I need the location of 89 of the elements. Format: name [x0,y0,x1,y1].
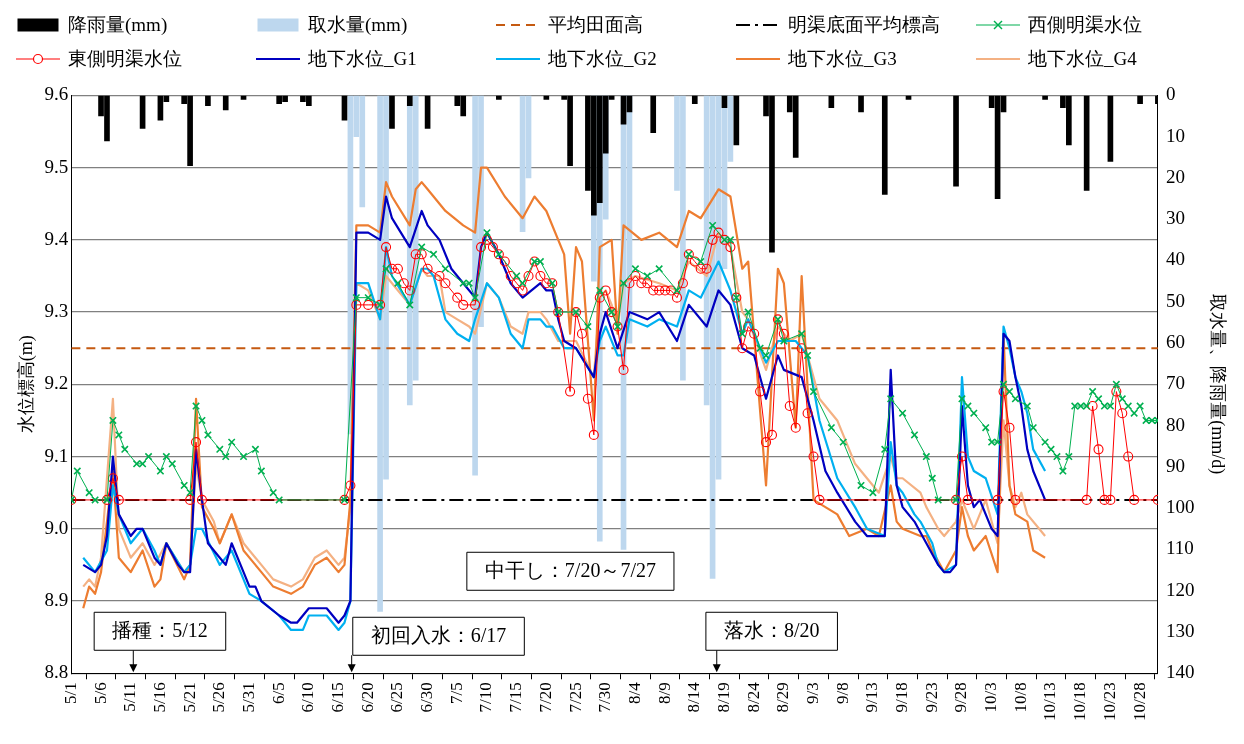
bar [496,95,502,100]
bar [858,95,864,113]
x-tick-label: 10/23 [1099,682,1119,722]
x-tick-label: 10/28 [1129,682,1149,722]
bar [881,95,888,195]
y2-tick-label: 120 [1165,578,1195,600]
y-tick-label: 9.3 [44,300,69,322]
y2-tick-label: 20 [1165,165,1185,187]
legend-label: 明渠底面平均標高 [788,13,940,37]
x-tick-label: 5/26 [209,682,229,713]
y2-tick-label: 50 [1165,289,1185,311]
x-tick-label: 10/18 [1070,682,1090,722]
x-tick-label: 7/30 [595,682,615,713]
legend-label: 西側明渠水位 [1028,13,1142,37]
bar [691,95,698,104]
x-tick-label: 7/10 [476,682,496,713]
y2-tick-label: 70 [1165,372,1185,394]
x-tick-label: 6/5 [268,682,288,705]
bar [953,95,959,187]
x-tick-label: 8/24 [743,681,763,713]
x-tick-label: 6/25 [387,682,407,713]
x-tick-label: 9/13 [862,682,882,713]
legend-label: 平均田面高 [548,13,643,37]
x-tick-label: 6/15 [328,682,347,713]
y2-tick-label: 10 [1165,124,1185,146]
x-tick-label: 8/14 [684,681,704,713]
x-tick-label: 9/3 [803,682,822,705]
x-tick-label: 7/15 [506,682,526,713]
y-tick-label: 9.1 [44,444,69,466]
x-tick-label: 5/1 [60,682,80,705]
annotation: 中干し：7/20～7/27 [484,558,656,581]
x-tick-label: 9/23 [921,682,941,713]
y2-tick-label: 110 [1165,537,1194,559]
legend-label: 降雨量(mm) [68,13,168,37]
x-tick-label: 7/5 [446,682,466,705]
x-tick-label: 10/13 [1040,682,1060,722]
x-tick-label: 5/6 [90,682,110,705]
x-tick-label: 10/8 [1010,682,1030,713]
bar [1137,95,1143,104]
x-tick-label: 9/8 [832,682,852,705]
bar [389,95,395,129]
x-tick-label: 8/4 [624,681,644,705]
x-tick-label: 10/3 [981,682,1001,713]
legend-label: 東側明渠水位 [68,47,182,71]
y-tick-label: 9.0 [44,516,69,538]
bar [650,95,657,133]
y2-axis-title: 取水量、降雨量(mm/d) [1207,294,1229,475]
y-tick-label: 8.9 [44,589,69,611]
y-tick-label: 9.4 [44,227,69,249]
x-tick-label: 7/20 [535,682,555,713]
x-tick-label: 6/10 [298,682,318,713]
annotation: 落水：8/20 [723,618,820,641]
x-tick-label: 8/29 [773,682,793,713]
y2-tick-label: 40 [1165,248,1185,270]
y2-tick-label: 90 [1165,454,1185,476]
legend-label: 地下水位_G3 [788,47,897,71]
x-tick-label: 5/21 [179,682,199,713]
x-tick-label: 9/18 [892,682,912,713]
annotation: 初回入水：6/17 [370,623,507,646]
x-tick-label: 7/25 [565,682,585,713]
y-tick-label: 8.8 [44,661,69,683]
x-tick-label: 5/11 [120,682,140,712]
y-tick-label: 9.2 [44,372,69,394]
x-tick-label: 8/19 [713,682,733,713]
legend-label: 地下水位_G2 [548,47,657,71]
y2-tick-label: 80 [1165,413,1185,435]
x-tick-label: 6/30 [417,682,437,713]
y2-tick-label: 100 [1165,496,1195,518]
bar [205,95,211,107]
x-tick-label: 5/31 [238,682,258,713]
x-tick-label: 9/28 [951,682,971,713]
y2-tick-label: 60 [1165,331,1185,353]
y-tick-label: 9.6 [44,83,69,105]
bar [406,95,413,107]
legend-label: 取水量(mm) [308,13,408,37]
bar [1042,95,1048,100]
x-tick-label: 5/16 [149,682,169,713]
y-axis-title: 水位標高(m) [15,335,37,434]
legend-label: 地下水位_G1 [308,47,417,71]
y-tick-label: 9.5 [44,155,69,177]
bar [222,95,229,111]
annotation: 播種：5/12 [112,618,208,641]
x-tick-label: 6/20 [357,682,377,713]
x-tick-label: 8/9 [654,682,674,705]
y2-tick-label: 0 [1165,83,1176,105]
y2-tick-label: 30 [1165,207,1185,229]
y2-tick-label: 140 [1165,661,1195,683]
y2-tick-label: 130 [1165,619,1195,641]
legend-label: 地下水位_G4 [1028,47,1137,71]
